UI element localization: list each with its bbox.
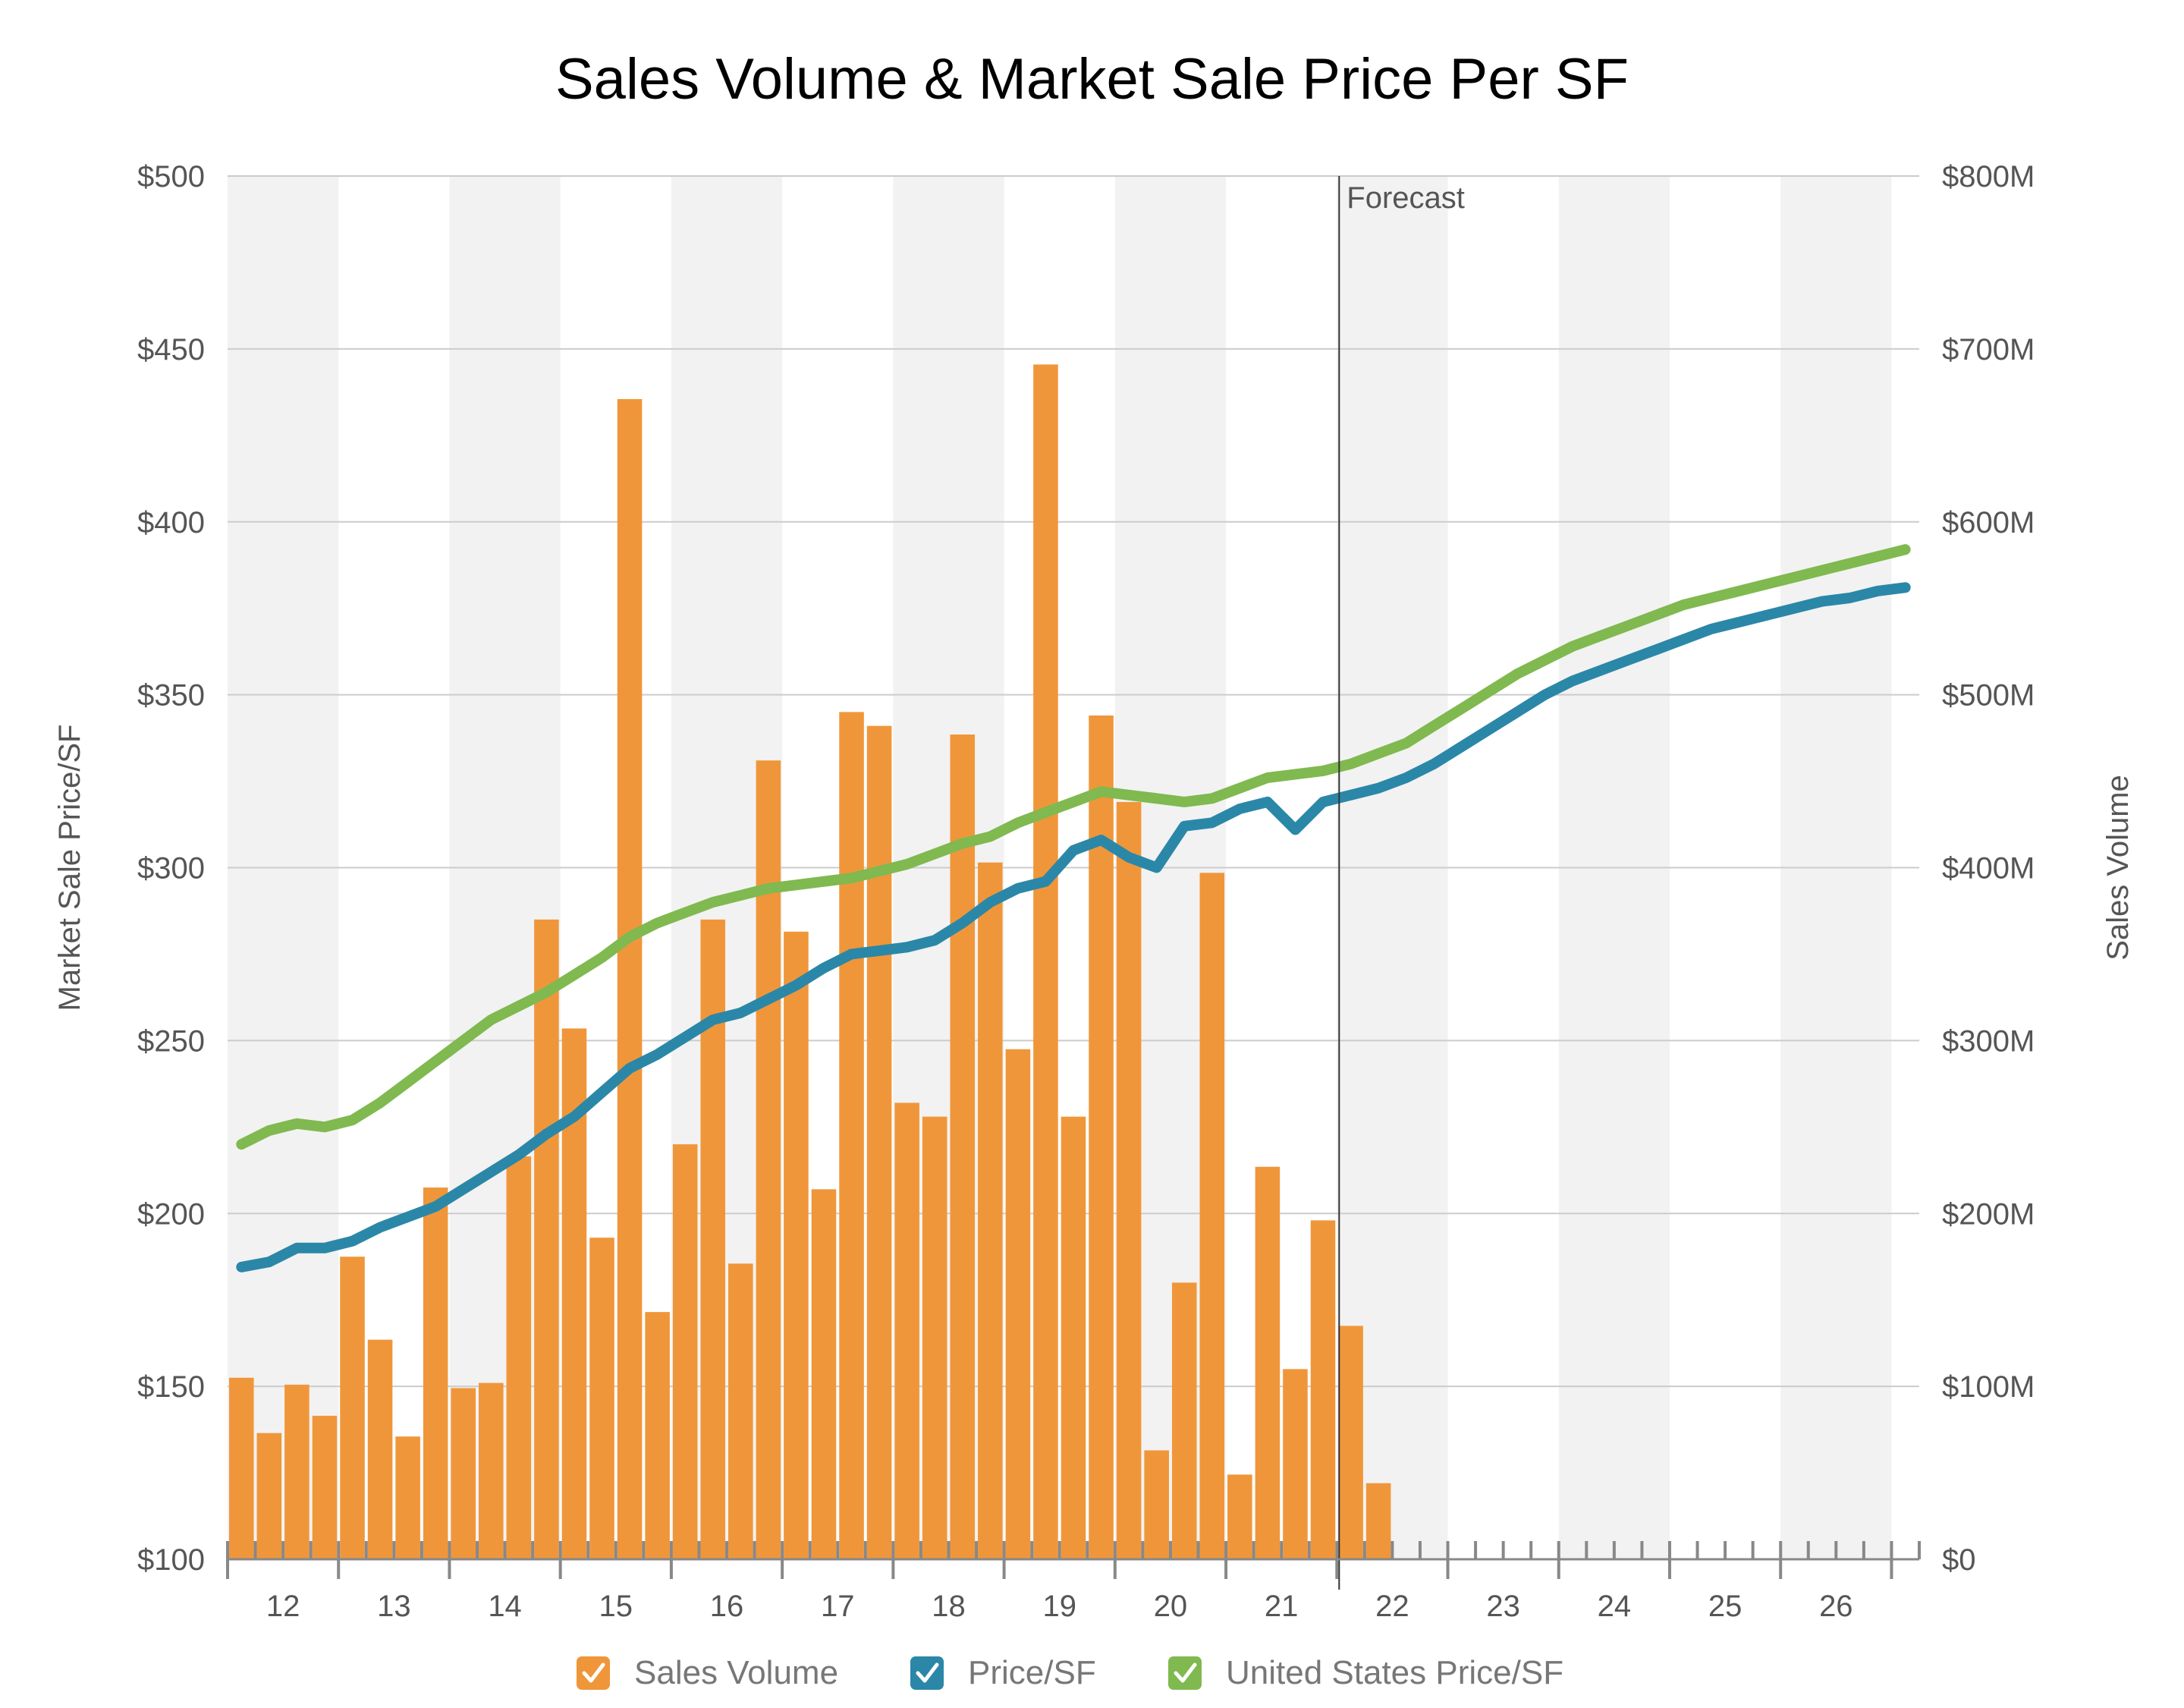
price-lines [236, 544, 1911, 1272]
chart-title: Sales Volume & Market Sale Price Per SF [555, 47, 1629, 112]
legend: Sales Volume Price/SF United States Price/… [577, 1654, 1563, 1691]
legend-label: United States Price/SF [1226, 1654, 1563, 1691]
checkmark-icon [916, 1662, 939, 1683]
sales-volume-bar [1338, 1326, 1363, 1559]
sales-volume-bar [256, 1433, 282, 1559]
sales-volume-bar [1005, 1049, 1031, 1559]
sales-volume-bar [756, 760, 781, 1559]
sales-volume-bar [312, 1415, 338, 1559]
legend-item: Price/SF [910, 1654, 1096, 1691]
left-tick-label: $450 [137, 333, 205, 366]
axes: $100 $0 $150 $100M $200 $200M $250 $300M $300 $40… [137, 160, 2035, 1623]
sales-volume-bar [1116, 801, 1142, 1559]
forecast-marker: Forecast [1338, 176, 1465, 1590]
sales-volume-bar [534, 919, 559, 1559]
year-label: 13 [377, 1590, 411, 1623]
left-tick-label: $200 [137, 1197, 205, 1231]
left-axis-title: Market Sale Price/SF [53, 725, 86, 1011]
year-label: 16 [710, 1590, 744, 1623]
left-tick-label: $350 [137, 679, 205, 712]
sales-volume-bar [423, 1187, 448, 1559]
sales-volume-bar [728, 1263, 753, 1559]
sales-volume-bar [922, 1116, 947, 1559]
legend-swatch [1168, 1656, 1202, 1690]
right-tick-label: $0 [1942, 1543, 1976, 1577]
legend-swatch [910, 1656, 944, 1690]
year-label: 23 [1486, 1590, 1520, 1623]
legend-item: United States Price/SF [1168, 1654, 1563, 1691]
checkmark-icon [582, 1662, 605, 1683]
sales-volume-bar [229, 1377, 254, 1559]
year-label: 22 [1375, 1590, 1409, 1623]
sales-volume-bars [229, 364, 1391, 1559]
year-label: 12 [266, 1590, 300, 1623]
year-label: 21 [1265, 1590, 1299, 1623]
sales-volume-bar [1227, 1474, 1252, 1559]
right-tick-label: $400M [1942, 852, 2035, 885]
left-tick-label: $500 [137, 160, 205, 193]
sales-volume-bar [1283, 1369, 1308, 1559]
sales-volume-bar [672, 1144, 698, 1559]
sales-volume-bar [395, 1436, 420, 1559]
right-tick-label: $600M [1942, 506, 2035, 539]
year-label: 15 [599, 1590, 633, 1623]
sales-volume-bar [479, 1382, 504, 1559]
sales-volume-bar [1033, 364, 1058, 1559]
right-tick-label: $300M [1942, 1024, 2035, 1058]
left-tick-label: $100 [137, 1543, 205, 1577]
right-tick-label: $200M [1942, 1197, 2035, 1231]
year-label: 26 [1819, 1590, 1853, 1623]
year-label: 24 [1598, 1590, 1632, 1623]
sales-volume-bar [506, 1156, 532, 1559]
sales-volume-bar [784, 931, 809, 1559]
checkmark-icon [1174, 1662, 1197, 1683]
right-tick-label: $500M [1942, 679, 2035, 712]
year-label: 18 [932, 1590, 966, 1623]
sales-volume-bar [1171, 1282, 1197, 1559]
sales-volume-bar [978, 862, 1003, 1559]
year-label: 19 [1042, 1590, 1076, 1623]
left-tick-label: $400 [137, 506, 205, 539]
left-tick-label: $250 [137, 1024, 205, 1058]
sales-volume-bar [1255, 1166, 1281, 1559]
sales-volume-bar [950, 734, 976, 1559]
sales-volume-bar [811, 1189, 837, 1559]
sales-volume-bar [589, 1238, 614, 1559]
sales-volume-bar [1199, 873, 1225, 1559]
right-tick-label: $800M [1942, 160, 2035, 193]
sales-volume-bar [645, 1312, 670, 1559]
year-label: 14 [488, 1590, 522, 1623]
right-tick-label: $700M [1942, 333, 2035, 366]
us-price-sf-line [236, 544, 1911, 1150]
sales-volume-bar [1365, 1483, 1391, 1559]
sales-volume-bar [340, 1257, 365, 1559]
price-sf-line [236, 582, 1911, 1272]
forecast-label: Forecast [1347, 181, 1465, 215]
sales-volume-bar [1089, 715, 1114, 1559]
year-label: 17 [821, 1590, 855, 1623]
legend-label: Sales Volume [634, 1654, 838, 1691]
sales-volume-bar [1144, 1450, 1169, 1559]
sales-volume-bar [617, 398, 643, 1559]
sales-volume-bar [1310, 1220, 1336, 1559]
left-tick-label: $300 [137, 852, 205, 885]
legend-item: Sales Volume [577, 1654, 838, 1691]
legend-swatch [577, 1656, 610, 1690]
sales-volume-bar [866, 725, 892, 1559]
year-label: 25 [1708, 1590, 1742, 1623]
year-label: 20 [1154, 1590, 1188, 1623]
right-axis-title: Sales Volume [2101, 775, 2135, 961]
legend-label: Price/SF [968, 1654, 1096, 1691]
sales-volume-bar [1061, 1116, 1086, 1559]
sales-volume-bar [894, 1102, 919, 1559]
sales-volume-bar [367, 1339, 393, 1559]
sales-volume-bar [451, 1388, 476, 1559]
sales-volume-bar [839, 712, 864, 1559]
right-tick-label: $100M [1942, 1370, 2035, 1404]
sales-volume-bar [284, 1384, 310, 1559]
left-tick-label: $150 [137, 1370, 205, 1404]
